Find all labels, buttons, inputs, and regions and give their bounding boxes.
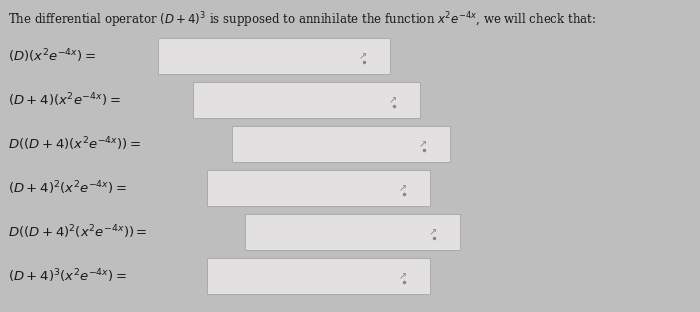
Text: $D((D + 4)(x^2e^{-4x})) =$: $D((D + 4)(x^2e^{-4x})) =$ xyxy=(8,135,141,153)
Bar xyxy=(207,170,430,206)
Text: $\nearrow$: $\nearrow$ xyxy=(426,227,438,237)
Text: $(D + 4)^2(x^2e^{-4x}) =$: $(D + 4)^2(x^2e^{-4x}) =$ xyxy=(8,179,127,197)
Bar xyxy=(232,126,450,162)
Text: The differential operator $(D + 4)^3$ is supposed to annihilate the function $x^: The differential operator $(D + 4)^3$ is… xyxy=(8,10,596,30)
Text: $\nearrow$: $\nearrow$ xyxy=(397,183,407,193)
Text: $\nearrow$: $\nearrow$ xyxy=(386,95,398,105)
Text: $\nearrow$: $\nearrow$ xyxy=(416,139,428,149)
Text: $\nearrow$: $\nearrow$ xyxy=(397,271,407,281)
Bar xyxy=(158,38,390,74)
Text: $D((D + 4)^2(x^2e^{-4x})) =$: $D((D + 4)^2(x^2e^{-4x})) =$ xyxy=(8,223,148,241)
Text: $(D + 4)(x^2e^{-4x}) =$: $(D + 4)(x^2e^{-4x}) =$ xyxy=(8,91,120,109)
Bar xyxy=(207,258,430,294)
Text: $\nearrow$: $\nearrow$ xyxy=(356,51,368,61)
Bar xyxy=(245,214,460,250)
Text: $(D + 4)^3(x^2e^{-4x}) =$: $(D + 4)^3(x^2e^{-4x}) =$ xyxy=(8,267,127,285)
Text: $(D)(x^2e^{-4x}) =$: $(D)(x^2e^{-4x}) =$ xyxy=(8,47,96,65)
Bar xyxy=(193,82,420,118)
